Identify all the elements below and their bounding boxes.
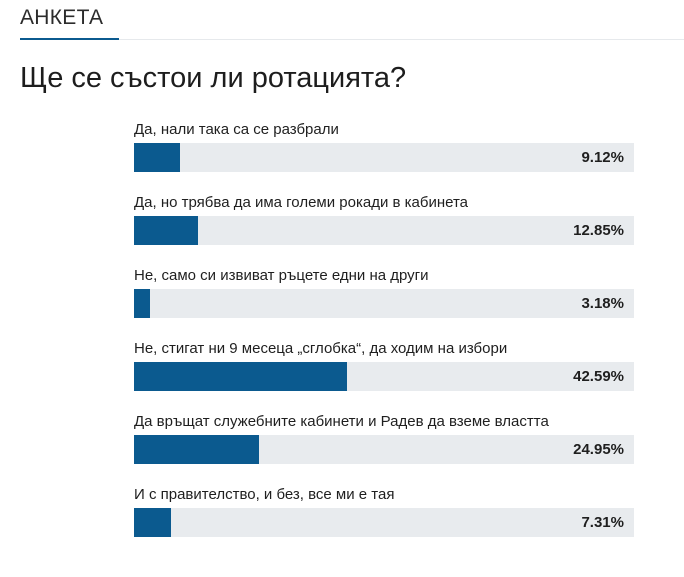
- poll-option: Не, стигат ни 9 месеца „сглобка“, да ход…: [134, 337, 634, 410]
- poll-result-bar: 3.18%: [134, 289, 634, 318]
- poll-result-percent: 7.31%: [581, 514, 624, 531]
- poll-result-fill: [134, 362, 347, 391]
- poll-question: Ще се състои ли ротацията?: [20, 62, 407, 94]
- poll-result-fill: [134, 216, 199, 245]
- poll-option: Да, но трябва да има големи рокади в каб…: [134, 191, 634, 264]
- poll-option: Не, само си извиват ръцете едни на други…: [134, 264, 634, 337]
- poll-result-bar: 24.95%: [134, 435, 634, 464]
- poll-result-bar: 12.85%: [134, 216, 634, 245]
- poll-options: Да, нали така са се разбрали 9.12% Да, н…: [134, 118, 634, 556]
- poll-option-label: И с правителство, и без, все ми е тая: [134, 486, 395, 503]
- section-underline: [20, 38, 119, 40]
- poll-result-percent: 12.85%: [573, 222, 624, 239]
- poll-result-bar: 7.31%: [134, 508, 634, 537]
- poll-result-bar: 9.12%: [134, 143, 634, 172]
- poll-option-label: Да, нали така са се разбрали: [134, 121, 339, 138]
- section-label: АНКЕТА: [20, 6, 104, 29]
- poll-option: Да, нали така са се разбрали 9.12%: [134, 118, 634, 191]
- section-divider: [119, 39, 684, 40]
- poll-result-bar: 42.59%: [134, 362, 634, 391]
- poll-result-percent: 9.12%: [581, 149, 624, 166]
- poll-option: Да връщат служебните кабинети и Радев да…: [134, 410, 634, 483]
- poll-option-label: Не, само си извиват ръцете едни на други: [134, 267, 429, 284]
- poll-result-fill: [134, 508, 171, 537]
- section-header: АНКЕТА: [0, 0, 684, 42]
- poll-result-percent: 24.95%: [573, 441, 624, 458]
- poll-result-fill: [134, 435, 259, 464]
- poll-option: И с правителство, и без, все ми е тая 7.…: [134, 483, 634, 556]
- poll-result-fill: [134, 143, 180, 172]
- poll-option-label: Да, но трябва да има големи рокади в каб…: [134, 194, 468, 211]
- poll-option-label: Да връщат служебните кабинети и Радев да…: [134, 413, 549, 430]
- poll-result-percent: 42.59%: [573, 368, 624, 385]
- poll-result-fill: [134, 289, 150, 318]
- poll-result-percent: 3.18%: [581, 295, 624, 312]
- poll-option-label: Не, стигат ни 9 месеца „сглобка“, да ход…: [134, 340, 508, 357]
